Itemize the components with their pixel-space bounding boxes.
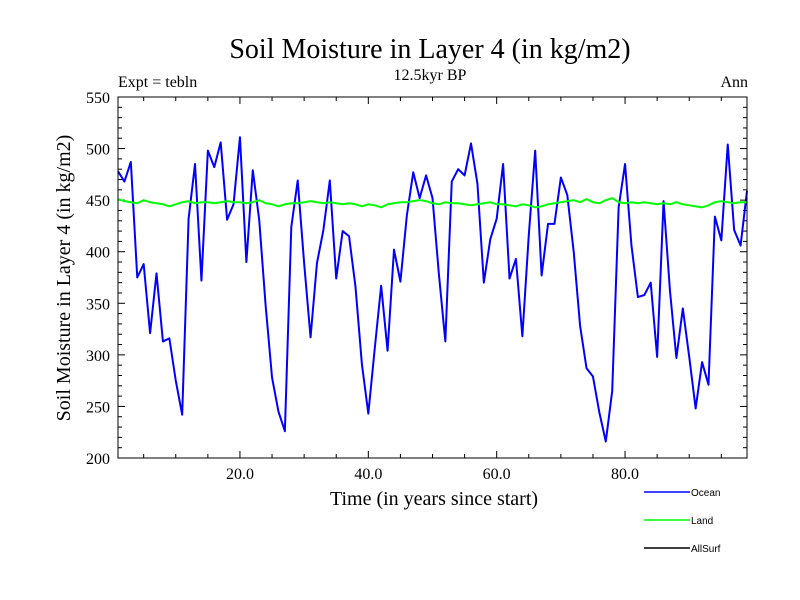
x-tick-label: 20.0 [226, 466, 254, 483]
y-tick-label: 500 [86, 142, 110, 159]
chart-subtitle: 12.5kyr BP [394, 67, 467, 84]
season-label: Ann [720, 74, 748, 91]
y-tick-label: 350 [86, 296, 110, 313]
y-tick-label: 200 [86, 451, 110, 468]
y-axis-label: Soil Moisture in Layer 4 (in kg/m2) [53, 135, 75, 422]
x-tick-label: 60.0 [483, 466, 511, 483]
experiment-label: Expt = tebln [118, 74, 197, 91]
x-tick-label: 40.0 [354, 466, 382, 483]
legend-label-allsurf: AllSurf [691, 544, 721, 555]
chart-title: Soil Moisture in Layer 4 (in kg/m2) [229, 34, 630, 65]
x-axis-label: Time (in years since start) [330, 488, 538, 510]
y-tick-label: 250 [86, 399, 110, 416]
series-line-ocean [117, 136, 748, 443]
series-line-land [117, 197, 747, 209]
legend-label-ocean: Ocean [691, 488, 720, 499]
legend-label-land: Land [691, 516, 713, 527]
y-tick-label: 450 [86, 193, 110, 210]
y-tick-label: 300 [86, 348, 110, 365]
y-tick-label: 400 [86, 245, 110, 262]
y-tick-label: 550 [86, 90, 110, 107]
plot-frame [117, 96, 748, 459]
x-tick-label: 80.0 [611, 466, 639, 483]
